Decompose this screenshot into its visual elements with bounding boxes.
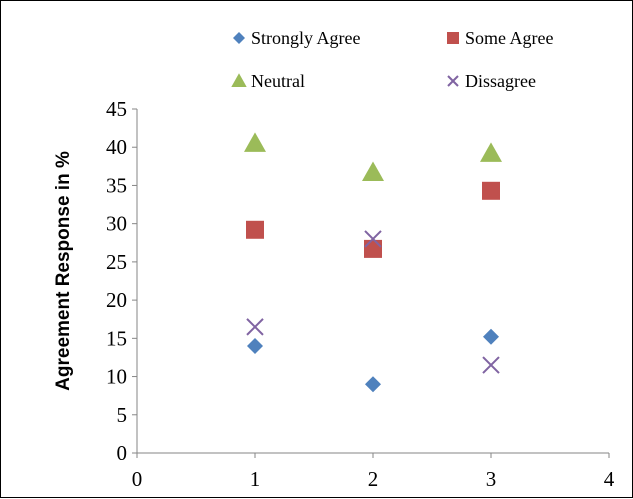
y-tick-label: 15 — [106, 326, 127, 350]
data-point — [362, 161, 384, 181]
y-axis-label: Agreement Response in % — [53, 151, 74, 391]
x-tick-label: 2 — [368, 467, 379, 491]
y-tick-label: 35 — [106, 173, 127, 197]
data-point — [480, 142, 502, 162]
data-point — [364, 239, 382, 258]
legend-item: Strongly Agree — [233, 28, 361, 48]
x-tick-label: 4 — [604, 467, 615, 491]
y-tick-label: 40 — [106, 135, 127, 159]
y-tick-label: 45 — [106, 97, 127, 121]
data-point — [482, 181, 500, 200]
legend-label: Some Agree — [465, 28, 553, 48]
x-tick-label: 3 — [486, 467, 497, 491]
data-point — [483, 328, 499, 345]
data-point — [247, 337, 263, 354]
data-point — [364, 230, 382, 248]
legend-marker-x — [447, 75, 459, 87]
y-tick-label: 20 — [106, 288, 127, 312]
y-tick-label: 25 — [106, 250, 127, 274]
legend-label: Neutral — [251, 71, 305, 91]
x-tick-label: 0 — [132, 467, 143, 491]
legend-item: Neutral — [231, 71, 305, 91]
legend-label: Strongly Agree — [251, 28, 361, 48]
legend-marker-triangle — [231, 73, 247, 87]
data-point — [365, 376, 381, 393]
legend-marker-diamond — [233, 32, 245, 44]
data-point — [244, 132, 266, 152]
x-tick-label: 1 — [250, 467, 261, 491]
data-point — [246, 220, 264, 239]
legend-marker-square — [447, 32, 459, 44]
legend-item: Dissagree — [447, 71, 536, 91]
legend-item: Some Agree — [447, 28, 553, 48]
y-tick-label: 30 — [106, 212, 127, 236]
y-tick-label: 10 — [106, 365, 127, 389]
legend-label: Dissagree — [465, 71, 536, 91]
data-point — [246, 318, 264, 336]
y-tick-label: 5 — [117, 403, 128, 427]
y-tick-label: 0 — [117, 441, 128, 465]
data-point — [482, 356, 500, 374]
